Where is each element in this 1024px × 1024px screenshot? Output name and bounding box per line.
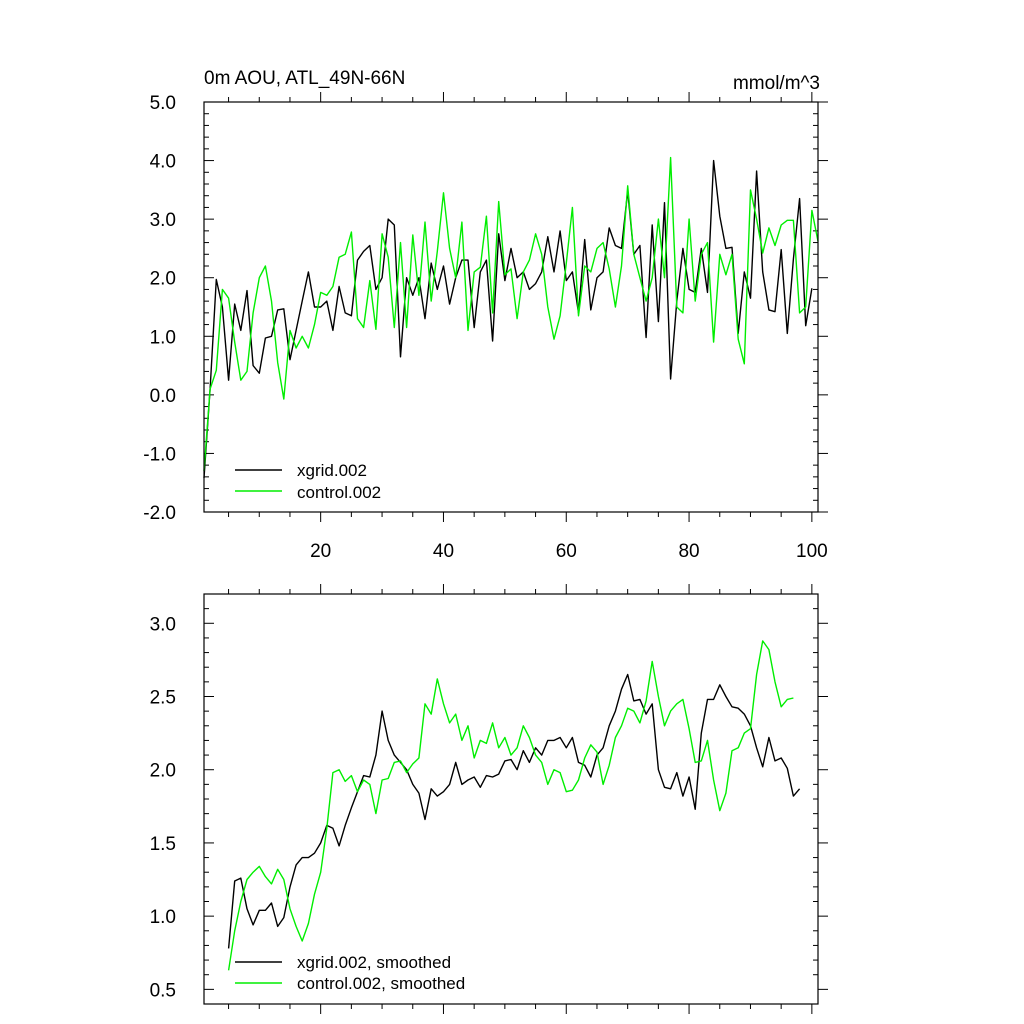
- panel0-y-tick-label: 4.0: [150, 152, 176, 173]
- bottom-panel-legend: xgrid.002, smoothed control.002, smoothe…: [235, 953, 465, 993]
- panel0-y-tick-label: 5.0: [150, 93, 176, 114]
- bottom-panel-ticks: 0.5 1.0 1.5 2.0 2.5 3.0: [150, 584, 828, 1014]
- panel1-y-tick-label: 2.0: [150, 761, 176, 782]
- top-panel: 0m AOU, ATL_49N-66N mmol/m^3 -2.0 -1.0 0.0…: [143, 68, 828, 562]
- panel0-y-tick-label: 1.0: [150, 327, 176, 348]
- top-panel-title: 0m AOU, ATL_49N-66N: [204, 68, 405, 89]
- top-panel-units: mmol/m^3: [733, 73, 820, 94]
- series-line-xgrid-002: [203, 159, 813, 479]
- top-panel-legend: xgrid.002 control.002: [235, 461, 381, 502]
- panel1-y-tick-label: 3.0: [150, 614, 176, 635]
- panel0-x-tick-label: 60: [556, 541, 577, 562]
- panel0-y-tick-label: 2.0: [150, 269, 176, 290]
- panel0-y-tick-label: -1.0: [143, 444, 176, 465]
- series-line-control-002-smoothed: [227, 640, 794, 971]
- bottom-panel: 0.5 1.0 1.5 2.0 2.5 3.0 xgrid.002, smoothed c…: [150, 584, 828, 1014]
- panel1-y-tick-label: 1.0: [150, 907, 176, 928]
- series-line-xgrid-002-smoothed: [227, 673, 801, 949]
- top-panel-series: [203, 156, 819, 479]
- panel0-y-tick-label: 0.0: [150, 386, 176, 407]
- top-panel-frame: [203, 101, 819, 513]
- series-line-control-002: [203, 156, 819, 472]
- top-panel-ticks: -2.0 -1.0 0.0 1.0 2.0 3.0 4.0 5.0 20 40 60 80 100: [143, 92, 828, 562]
- bottom-panel-series: [227, 640, 801, 971]
- legend-label-control-smoothed: control.002, smoothed: [297, 974, 465, 993]
- panel0-x-tick-label: 20: [310, 541, 331, 562]
- panel0-y-tick-label: -2.0: [143, 503, 176, 524]
- legend-label-xgrid-smoothed: xgrid.002, smoothed: [297, 953, 451, 972]
- bottom-panel-frame: [203, 593, 819, 1005]
- panel0-x-tick-label: 80: [678, 541, 699, 562]
- legend-label-control: control.002: [297, 483, 381, 502]
- panel1-y-tick-label: 1.5: [150, 834, 176, 855]
- panel0-x-tick-label: 100: [796, 541, 828, 562]
- panel0-x-tick-label: 40: [433, 541, 454, 562]
- panel1-y-tick-label: 2.5: [150, 688, 176, 709]
- panel0-y-tick-label: 3.0: [150, 210, 176, 231]
- panel1-y-tick-label: 0.5: [150, 980, 176, 1001]
- legend-label-xgrid: xgrid.002: [297, 461, 367, 480]
